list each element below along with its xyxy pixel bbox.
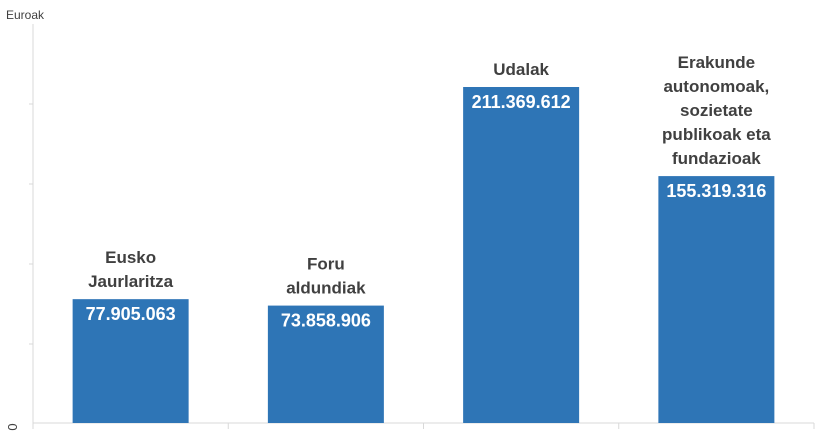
data-label: 77.905.063 bbox=[86, 304, 176, 324]
bar bbox=[463, 87, 580, 423]
data-label: 211.369.612 bbox=[472, 92, 571, 112]
data-label: 155.319.316 bbox=[666, 181, 766, 201]
y-axis-label: Euroak bbox=[6, 8, 45, 22]
bar bbox=[267, 305, 384, 423]
data-label: 73.858.906 bbox=[281, 311, 371, 331]
bar bbox=[72, 299, 189, 423]
bars bbox=[72, 87, 775, 423]
category-label: Erakunde autonomoak, sozietate publikoak et… bbox=[662, 53, 771, 168]
y-tick-label: 0 bbox=[5, 423, 20, 430]
category-label: Foru aldundiak bbox=[286, 255, 366, 298]
category-label: Udalak bbox=[493, 60, 549, 79]
bar-labels: 77.905.063 Eusko Jaurlaritza 73.858.906 Foru… bbox=[86, 53, 772, 330]
bar bbox=[658, 176, 775, 423]
category-label: Eusko Jaurlaritza bbox=[88, 248, 174, 291]
